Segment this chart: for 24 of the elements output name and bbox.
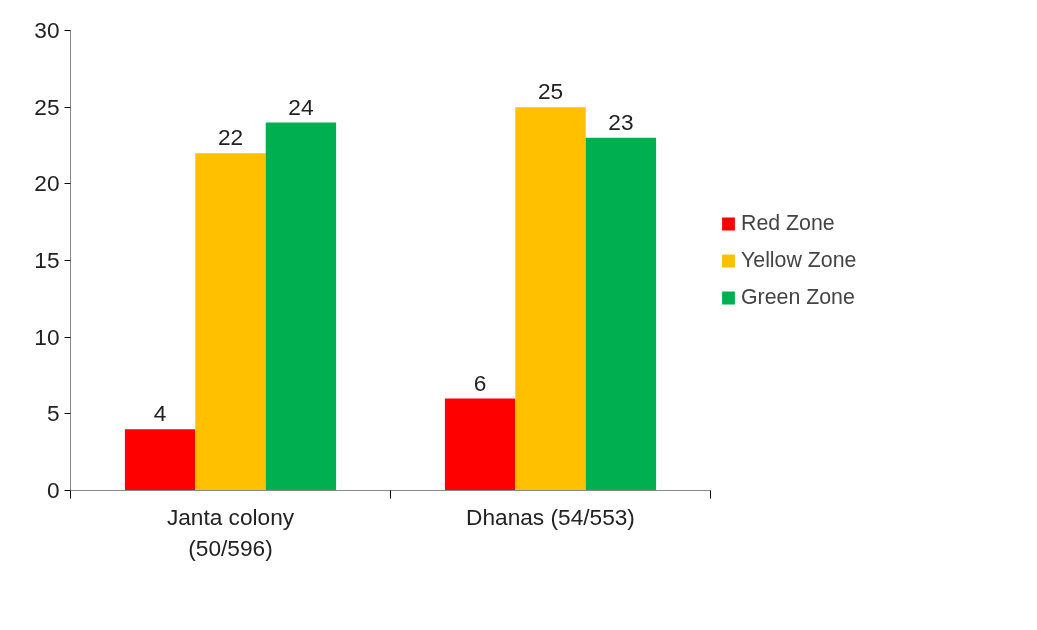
legend-label: Green Zone bbox=[741, 284, 855, 310]
bar bbox=[265, 122, 337, 491]
bar bbox=[444, 398, 516, 491]
legend-label: Red Zone bbox=[741, 210, 835, 236]
y-tick-label: 20 bbox=[34, 170, 60, 197]
data-label: 4 bbox=[153, 400, 167, 427]
data-label: 6 bbox=[473, 369, 487, 396]
y-tick-label: 10 bbox=[34, 323, 60, 350]
x-tick-label: Janta colony (50/596) bbox=[166, 503, 295, 561]
data-label: 23 bbox=[608, 108, 634, 135]
y-tick-label: 5 bbox=[46, 400, 60, 427]
bar bbox=[124, 429, 196, 491]
bar bbox=[515, 107, 586, 491]
bar bbox=[585, 137, 657, 491]
bar bbox=[195, 153, 266, 491]
y-tick-label: 15 bbox=[34, 247, 60, 273]
data-label: 25 bbox=[537, 78, 564, 105]
y-tick-label: 0 bbox=[46, 477, 60, 503]
y-tick-label: 30 bbox=[34, 17, 60, 43]
data-label: 22 bbox=[217, 124, 244, 151]
data-label: 24 bbox=[288, 93, 314, 120]
y-tick-label: 25 bbox=[34, 93, 60, 120]
legend-label: Yellow Zone bbox=[741, 247, 857, 273]
x-tick-label: Dhanas (54/553) bbox=[466, 503, 635, 530]
